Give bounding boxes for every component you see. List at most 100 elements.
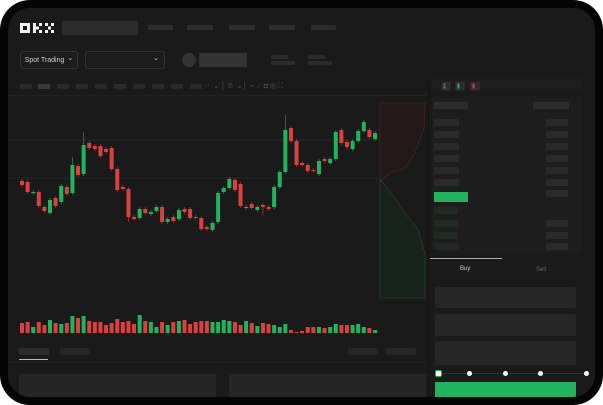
timeframe-option[interactable]	[171, 84, 183, 89]
camera-icon[interactable]: ◘	[263, 83, 268, 90]
pair-select[interactable]: ⌄	[85, 51, 165, 69]
volume-bar	[199, 321, 204, 333]
timeframe-option[interactable]	[152, 84, 164, 89]
bid-amount	[546, 243, 568, 250]
candle-body	[288, 128, 293, 141]
timeframe-option[interactable]	[114, 84, 126, 89]
candle-body	[266, 207, 271, 209]
drawing-icon[interactable]: ℬ	[227, 83, 233, 90]
nav-item[interactable]	[311, 25, 336, 30]
slider-stop[interactable]	[538, 371, 543, 376]
ask-price	[434, 143, 459, 150]
tab-sell[interactable]: Sell	[536, 267, 547, 273]
volume-bar	[92, 322, 97, 333]
stat-label	[271, 55, 288, 59]
stat-label	[308, 55, 325, 59]
bid-price	[434, 243, 458, 250]
spot-trading-button[interactable]: Spot Trading ⌄	[20, 51, 78, 69]
candle-body	[171, 217, 176, 221]
candle-body	[232, 180, 237, 190]
volume-bar	[232, 322, 237, 333]
volume-bar	[182, 320, 187, 333]
volume-bar	[137, 315, 142, 333]
volume-bar	[244, 321, 249, 333]
wave-icon[interactable]: ∼	[249, 83, 255, 90]
candle-body	[294, 141, 299, 165]
settings-icon[interactable]: ◎	[269, 83, 276, 90]
volume-bar	[98, 322, 103, 333]
timeframe-option[interactable]	[20, 84, 32, 89]
pair-name	[199, 53, 247, 67]
candle-body	[227, 179, 232, 188]
volume-bar	[255, 326, 260, 333]
total-input[interactable]	[435, 341, 576, 365]
price-input[interactable]	[435, 287, 576, 308]
chart-tools: ᐧᐧᐧ ⌄ │ ℬ ⌄│ ∼ ⟋ ◘ ◎ ⛶	[204, 83, 283, 90]
volume-bar	[356, 324, 361, 333]
volume-bar	[361, 327, 366, 333]
timeframe-option[interactable]	[190, 84, 202, 89]
candle-body	[36, 192, 41, 206]
slider-handle[interactable]	[435, 370, 442, 377]
bids-only-icon[interactable]	[455, 82, 465, 91]
candle-body	[64, 187, 69, 194]
candle-body	[165, 219, 170, 222]
depth-asks	[379, 102, 426, 181]
both-sides-icon[interactable]	[442, 82, 451, 91]
candlestick-chart[interactable]	[8, 95, 428, 335]
volume-bar	[188, 324, 193, 333]
fullscreen-icon[interactable]: ⛶	[277, 83, 283, 90]
tab-buy[interactable]: Buy	[460, 266, 471, 272]
chevron-down-icon[interactable]: ⌄	[236, 83, 243, 90]
candle-body	[87, 143, 92, 148]
amount-input[interactable]	[435, 314, 576, 336]
ask-price	[434, 179, 459, 186]
chevron-down-icon[interactable]: ⌄	[213, 83, 220, 90]
nav-item[interactable]	[187, 25, 213, 30]
candle-body	[322, 159, 327, 161]
volume-bar	[126, 321, 131, 333]
volume-bar	[204, 321, 209, 333]
tab-open-orders[interactable]	[19, 348, 49, 355]
okx-logo	[20, 23, 54, 33]
candle-body	[81, 145, 86, 174]
ruler-icon[interactable]: ⟋	[256, 83, 262, 90]
search-bar[interactable]	[62, 21, 138, 35]
nav-item[interactable]	[229, 25, 255, 30]
candle-body	[272, 187, 277, 207]
volume-bar	[193, 322, 198, 333]
timeframe-option[interactable]	[133, 84, 145, 89]
view-all-button[interactable]	[386, 348, 416, 355]
candle-body	[210, 223, 215, 230]
volume-bar	[294, 332, 299, 333]
timeframe-option[interactable]	[38, 84, 50, 89]
indicator-icon[interactable]: ᐧᐧᐧ	[204, 83, 210, 90]
candle-body	[373, 133, 377, 139]
orderbook-col-header	[533, 102, 569, 109]
bid-price	[434, 220, 458, 227]
ask-price	[434, 131, 459, 138]
volume-bar	[176, 321, 181, 333]
candle-body	[98, 146, 103, 156]
volume-bar	[260, 323, 265, 333]
slider-stop[interactable]	[503, 371, 508, 376]
filter-button[interactable]	[348, 348, 378, 355]
volume-bar	[350, 325, 355, 333]
slider-track[interactable]	[439, 373, 589, 374]
volume-bar	[333, 324, 338, 333]
tab-history[interactable]	[60, 348, 90, 355]
volume-bar	[148, 322, 153, 333]
volume-bar	[344, 325, 349, 333]
ask-amount	[546, 167, 568, 174]
nav-item[interactable]	[148, 25, 173, 30]
slider-stop[interactable]	[584, 371, 589, 376]
timeframe-option[interactable]	[57, 84, 69, 89]
asks-only-icon[interactable]	[470, 82, 480, 91]
timeframe-option[interactable]	[95, 84, 107, 89]
slider-stop[interactable]	[467, 371, 472, 376]
candle-body	[328, 159, 333, 163]
candle-body	[176, 210, 181, 219]
nav-item[interactable]	[269, 25, 295, 30]
buy-button[interactable]	[435, 382, 576, 397]
timeframe-option[interactable]	[76, 84, 88, 89]
